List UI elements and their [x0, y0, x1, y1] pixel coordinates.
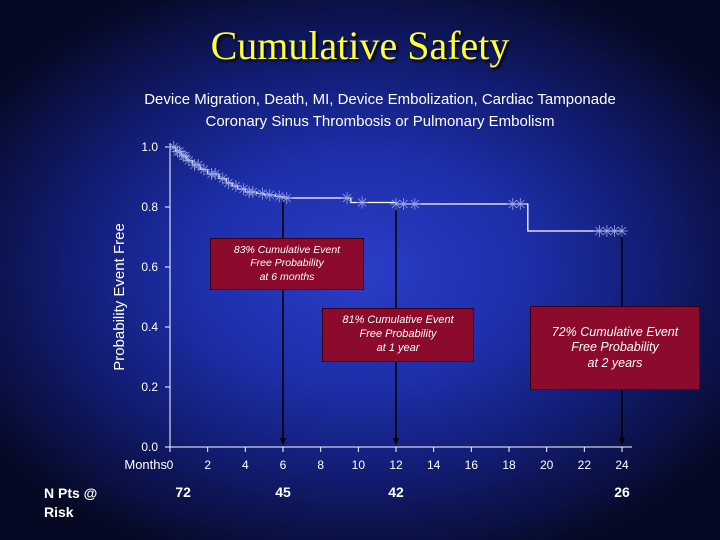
survival-series: [167, 141, 628, 237]
y-tick-label: 1.0: [141, 140, 158, 154]
x-tick-label: 2: [204, 458, 211, 472]
censor-mark: [263, 189, 276, 201]
censor-mark: [197, 163, 210, 176]
censor-mark: [616, 225, 628, 237]
x-tick-label: 4: [242, 458, 249, 472]
censor-mark: [246, 186, 259, 198]
x-tick-label: 8: [317, 458, 324, 472]
censor-mark: [397, 198, 410, 210]
at-risk-value: 45: [275, 484, 291, 500]
censor-mark: [600, 225, 613, 237]
x-tick-label: 22: [578, 458, 592, 472]
x-tick-label: 6: [280, 458, 287, 472]
censor-mark: [179, 150, 192, 162]
censor-mark: [408, 198, 421, 210]
censor-mark: [593, 225, 606, 237]
censor-mark: [608, 225, 621, 237]
callout-1-year: 81% Cumulative Event Free Probability at…: [322, 308, 474, 362]
censor-mark: [222, 177, 235, 189]
at-risk-value: 26: [614, 484, 630, 500]
y-tick-label: 0.6: [141, 260, 158, 274]
censor-mark: [237, 183, 250, 195]
x-tick-label: 14: [427, 458, 441, 472]
censor-mark: [514, 198, 527, 210]
x-tick-label: 20: [540, 458, 554, 472]
chart-title-line-1: Device Migration, Death, MI, Device Embo…: [144, 91, 616, 108]
x-tick-label: 18: [502, 458, 516, 472]
censor-mark: [173, 145, 186, 158]
censor-mark: [229, 180, 242, 192]
x-tick-label: 0: [167, 458, 174, 472]
y-tick-label: 0.4: [141, 320, 158, 334]
x-tick-label: 12: [389, 458, 403, 472]
censor-mark: [192, 159, 205, 171]
censor-mark: [182, 154, 195, 167]
callout-6-months: 83% Cumulative Event Free Probability at…: [210, 238, 364, 290]
annotation-arrowhead: [280, 438, 286, 445]
censor-mark: [167, 141, 180, 153]
y-axis-label: Probability Event Free: [111, 223, 128, 371]
x-tick-label: 10: [352, 458, 366, 472]
censor-mark: [341, 192, 354, 204]
censor-mark: [356, 196, 369, 209]
censor-mark: [256, 187, 269, 200]
censor-mark: [216, 172, 229, 185]
censor-mark: [209, 168, 222, 180]
chart-title-line-2: Coronary Sinus Thrombosis or Pulmonary E…: [205, 113, 555, 130]
annotation-arrowhead: [393, 438, 399, 445]
at-risk-value: 42: [388, 484, 404, 500]
at-risk-value: 72: [175, 484, 191, 500]
x-tick-label: 24: [615, 458, 629, 472]
censor-mark: [273, 190, 286, 203]
slide-title: Cumulative Safety: [210, 23, 510, 68]
censor-mark: [506, 198, 519, 210]
x-tick-label: 16: [465, 458, 479, 472]
y-tick-label: 0.0: [141, 440, 158, 454]
callout-2-years: 72% Cumulative Event Free Probability at…: [530, 306, 700, 390]
y-tick-label: 0.8: [141, 200, 158, 214]
censor-mark: [390, 198, 402, 210]
at-risk-label: N Pts @ Risk: [44, 485, 98, 520]
annotation-arrowhead: [619, 438, 625, 445]
censor-mark: [280, 192, 293, 204]
axes: 0.00.20.40.60.81.00 2 4 6 8 10 12 14 16 18 20 22 24M…: [111, 140, 632, 472]
x-axis-label: Months: [124, 457, 167, 472]
y-tick-label: 0.2: [141, 380, 158, 394]
